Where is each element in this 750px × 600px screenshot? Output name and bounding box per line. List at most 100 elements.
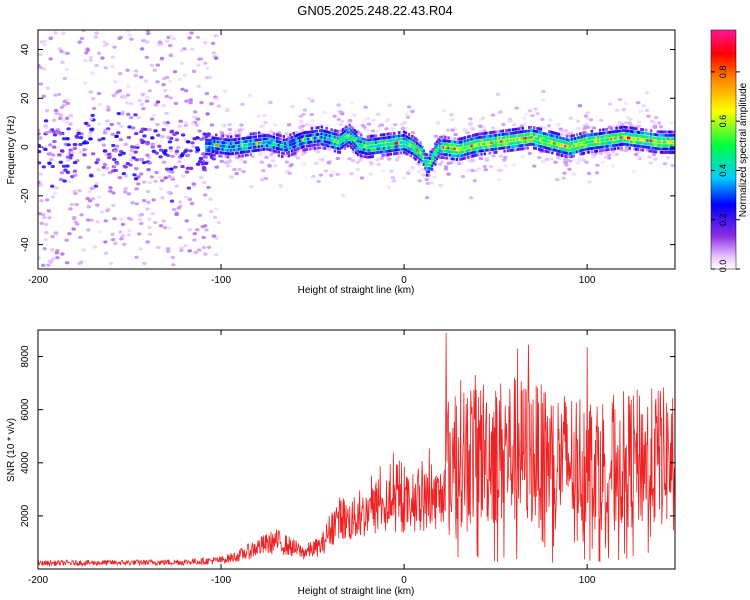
spectrogram-ridge-cell: [243, 140, 246, 144]
spectrogram-ridge-cell: [224, 141, 228, 145]
spectrogram-cell: [143, 79, 148, 83]
spectrogram-cell: [498, 110, 503, 114]
spectrogram-ridge-cell: [468, 148, 472, 152]
spectrogram-cell: [560, 132, 566, 137]
spectrogram-cell: [438, 183, 443, 188]
spectrogram-ridge-cell: [381, 150, 384, 154]
spectrogram-ridge-cell: [554, 148, 557, 152]
spectrogram-ridge-cell: [343, 143, 346, 147]
spectrogram-ridge-cell: [490, 131, 493, 134]
spectrogram-cell: [433, 134, 439, 138]
spectrogram-ridge-cell: [333, 149, 337, 153]
spectrogram-ridge-cell: [589, 143, 592, 147]
spectrogram-cell: [337, 109, 343, 114]
spectrogram-ridge-cell: [557, 143, 561, 146]
spectrogram-cell: [502, 158, 507, 162]
spectrogram-cell: [355, 160, 361, 164]
spectrogram-ridge-cell: [462, 136, 465, 140]
spectrogram-ridge-cell: [351, 147, 355, 151]
spectrogram-ridge-cell: [406, 152, 409, 156]
spectrogram-ridge-cell: [673, 140, 675, 144]
spectrogram-ridge-cell: [295, 144, 299, 148]
spectrogram-ridge-cell: [336, 143, 340, 147]
spectrogram-ridge-cell: [516, 134, 519, 138]
spectrogram-cell: [138, 213, 143, 217]
spectrogram-ridge-cell: [355, 130, 358, 134]
spectrogram-ridge-cell: [210, 145, 213, 149]
spectrogram-cell: [336, 103, 341, 107]
spectrogram-ridge-cell: [593, 132, 597, 136]
spectrogram-ridge-cell: [465, 139, 468, 143]
spectrogram-cell: [641, 104, 647, 108]
spectrogram-ridge-cell: [516, 131, 519, 134]
spectrogram-ridge-cell: [218, 151, 221, 154]
spectrogram-ridge-cell: [348, 130, 351, 134]
spectrogram-ridge-cell: [615, 130, 618, 133]
spectrogram-ridge-cell: [468, 141, 472, 145]
spectrogram-ridge-cell: [501, 143, 505, 147]
spectrogram-cell: [575, 119, 581, 123]
spectrogram-ridge-cell: [561, 154, 564, 157]
spectrogram-cell: [93, 184, 99, 188]
spectrogram-ridge-cell: [551, 151, 554, 155]
spectrogram-cell: [172, 70, 178, 74]
spectrogram-ridge-cell: [305, 148, 309, 151]
spectrogram-ridge-cell: [282, 152, 286, 155]
spectrogram-cell: [155, 122, 160, 126]
spectrogram-ridge-cell: [254, 149, 258, 152]
spectrogram-cell: [532, 164, 537, 168]
spectrogram-cell: [111, 165, 116, 169]
spectrogram-ridge-cell: [350, 142, 353, 146]
spectrogram-ridge-cell: [595, 136, 599, 139]
spectrogram-cell: [242, 160, 248, 164]
spectrogram-cell: [540, 98, 546, 102]
spectrogram-cell: [647, 155, 652, 159]
spectrogram-cell: [118, 230, 123, 234]
spectrogram-ridge-cell: [536, 127, 539, 130]
spectrogram-cell: [503, 164, 508, 168]
spectrogram-ridge-cell: [416, 152, 419, 156]
spectrogram-ridge-cell: [220, 151, 223, 155]
spectrogram-cell: [126, 233, 132, 237]
spectrogram-ridge-cell: [279, 144, 282, 148]
spectrogram-cell: [202, 224, 208, 228]
spectrogram-cell: [332, 114, 337, 118]
spectrogram-ridge-cell: [524, 136, 528, 140]
spectrogram-ridge-cell: [673, 147, 675, 151]
spectrogram-cell: [541, 126, 547, 130]
spectrogram-ridge-cell: [633, 133, 636, 137]
spectrogram-ridge-cell: [328, 131, 332, 135]
spectrogram-ridge-cell: [584, 144, 587, 148]
spectrogram-ridge-cell: [363, 141, 366, 145]
spectrogram-cell: [177, 124, 183, 128]
spectrogram-cell: [64, 238, 69, 242]
spectrogram-ridge-cell: [462, 150, 465, 154]
spectrogram-cell: [567, 159, 573, 163]
spectrogram-ridge-cell: [444, 139, 447, 143]
spectrogram-cell: [173, 101, 179, 105]
snr-x-label: Height of straight line (km): [298, 586, 415, 597]
spectrogram-ridge-cell: [355, 147, 358, 151]
spectrogram-ridge-cell: [544, 149, 547, 153]
spectrogram-cell: [234, 171, 239, 176]
spectrogram-cell: [168, 149, 174, 153]
spectrogram-cell: [132, 173, 137, 177]
spectrogram-cell: [101, 137, 106, 141]
spectrogram-ridge-cell: [565, 134, 569, 138]
spectrogram-ridge-cell: [664, 140, 668, 144]
spectrogram-ridge-cell: [650, 132, 653, 136]
spectrogram-ridge-cell: [437, 148, 440, 152]
spectrogram-ridge-cell: [284, 142, 287, 145]
spectrogram-ridge-cell: [536, 140, 539, 144]
spectrogram-cell: [179, 48, 185, 53]
spectrogram-ridge-cell: [391, 145, 394, 149]
spectrogram-ridge-cell: [559, 143, 562, 147]
spectrogram-ridge-cell: [508, 142, 511, 146]
spectrogram-ridge-cell: [580, 138, 584, 142]
spectrogram-ridge-cell: [252, 132, 256, 136]
spectrogram-ridge-cell: [388, 146, 391, 149]
spectrogram-ridge-cell: [396, 141, 399, 145]
spectrogram-ridge-cell: [516, 137, 519, 141]
spectrogram-cell: [111, 143, 116, 148]
spectrogram-ridge-cell: [356, 139, 360, 143]
